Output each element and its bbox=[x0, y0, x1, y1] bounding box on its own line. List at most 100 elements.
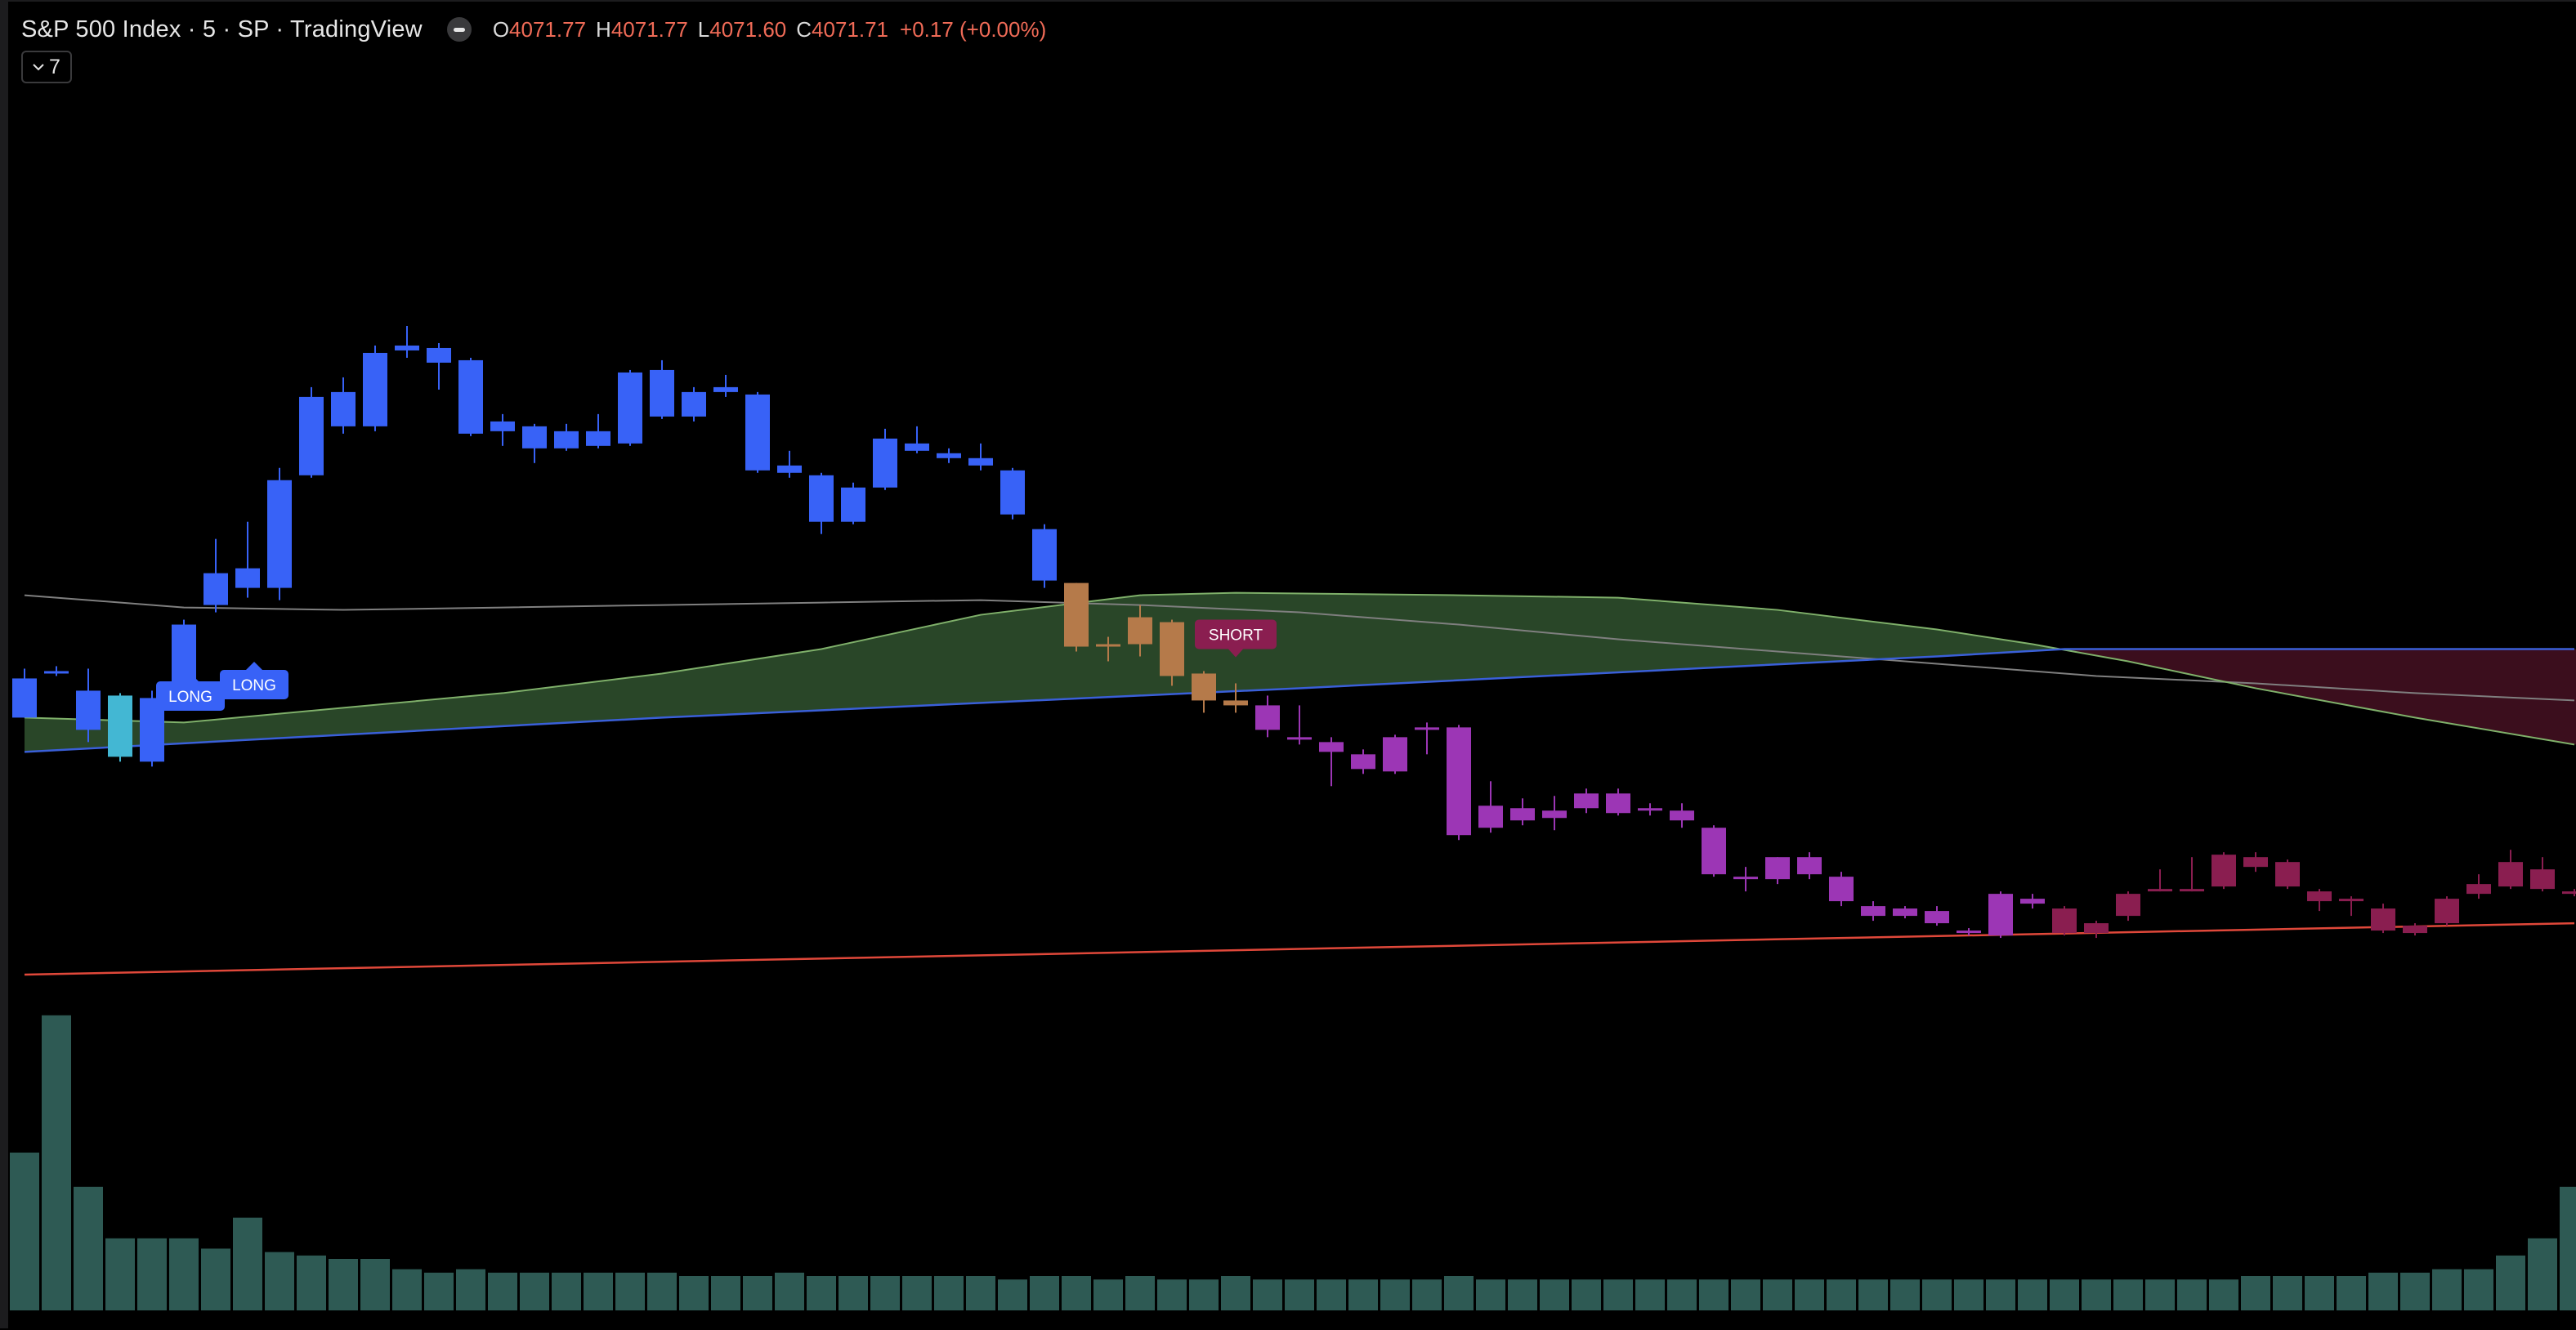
volume-bar bbox=[2177, 1279, 2207, 1310]
candle-body bbox=[2498, 862, 2523, 887]
volume-bar bbox=[74, 1186, 103, 1310]
candle-body bbox=[937, 453, 961, 458]
price-chart[interactable]: LONG LONG SHORT bbox=[8, 2, 2576, 1330]
volume-bar bbox=[1763, 1279, 1792, 1310]
volume-bar bbox=[1890, 1279, 1920, 1310]
candle-body bbox=[1000, 470, 1025, 515]
volume-bar bbox=[2082, 1279, 2111, 1310]
volume-bar bbox=[1157, 1279, 1187, 1310]
candle bbox=[1988, 891, 2013, 939]
volume-bar bbox=[2113, 1279, 2143, 1310]
volume-bar bbox=[2209, 1279, 2238, 1310]
candle-body bbox=[2403, 926, 2427, 934]
volume-bar bbox=[2018, 1279, 2047, 1310]
volume-bar bbox=[1954, 1279, 1983, 1310]
volume-bar bbox=[807, 1276, 836, 1310]
candle-body bbox=[1319, 742, 1344, 752]
volume-bar bbox=[424, 1272, 454, 1310]
candle-body bbox=[1797, 857, 1822, 875]
candle bbox=[1096, 636, 1120, 662]
candle bbox=[2084, 921, 2109, 939]
candle-body bbox=[2275, 862, 2300, 887]
candle-body bbox=[1765, 857, 1790, 880]
candle bbox=[2498, 850, 2523, 890]
candle bbox=[682, 386, 706, 422]
candle bbox=[1478, 781, 1503, 833]
candle-body bbox=[1988, 894, 2013, 936]
candle bbox=[1351, 749, 1375, 774]
bear-cloud bbox=[2064, 649, 2576, 745]
signal-pointer bbox=[182, 673, 199, 681]
candle bbox=[745, 391, 770, 473]
volume-bar bbox=[711, 1276, 740, 1310]
candle bbox=[1606, 788, 1630, 816]
candle-body bbox=[235, 568, 260, 588]
candle bbox=[1893, 906, 1917, 919]
chevron-down-icon bbox=[33, 64, 44, 71]
candle-body bbox=[458, 359, 483, 434]
volume-bar bbox=[1667, 1279, 1697, 1310]
candle bbox=[2180, 857, 2204, 892]
chart-header: S&P 500 Index · 5 · SP · TradingView O40… bbox=[21, 11, 1046, 47]
candle-body bbox=[1192, 673, 1216, 701]
signal-label-box bbox=[1195, 619, 1277, 649]
volume-bar bbox=[998, 1279, 1027, 1310]
candle bbox=[1064, 582, 1089, 652]
candle-body bbox=[203, 573, 228, 605]
candle-body bbox=[1702, 828, 1726, 875]
candle-body bbox=[522, 426, 547, 449]
candle bbox=[2052, 906, 2077, 936]
volume-bar bbox=[265, 1252, 294, 1310]
candle bbox=[1765, 857, 1790, 885]
signal-label-box bbox=[220, 670, 288, 699]
candle-body bbox=[873, 438, 897, 488]
candle-body bbox=[363, 352, 387, 426]
volume-bar bbox=[1827, 1279, 1856, 1310]
candle bbox=[1128, 605, 1152, 657]
volume-bar bbox=[297, 1255, 326, 1310]
volume-bar bbox=[2496, 1255, 2525, 1310]
volume-bar bbox=[2432, 1269, 2462, 1310]
candle bbox=[968, 443, 993, 471]
volume-bar bbox=[201, 1248, 230, 1310]
volume-bar bbox=[2273, 1276, 2302, 1310]
volume-bar bbox=[1030, 1276, 1059, 1310]
indicators-toggle-button[interactable]: 7 bbox=[21, 51, 72, 83]
candle bbox=[905, 426, 929, 453]
candle-body bbox=[1255, 705, 1280, 730]
candle-body bbox=[554, 431, 579, 449]
candle bbox=[1255, 695, 1280, 738]
candle-body bbox=[2243, 857, 2268, 868]
candle-body bbox=[108, 695, 132, 757]
candle bbox=[1510, 798, 1535, 826]
candle bbox=[937, 448, 961, 463]
ema-fast-line bbox=[24, 591, 2575, 746]
candle-body bbox=[2530, 869, 2555, 890]
volume-bar bbox=[169, 1238, 199, 1310]
volume-bar bbox=[456, 1269, 485, 1310]
candle bbox=[395, 326, 419, 358]
candle bbox=[618, 369, 642, 446]
candle bbox=[2116, 891, 2140, 922]
volume-bar bbox=[360, 1259, 390, 1310]
candle-body bbox=[1510, 808, 1535, 821]
candle-body bbox=[2466, 884, 2491, 895]
candle bbox=[1829, 872, 1854, 907]
candle bbox=[1319, 737, 1344, 787]
candle bbox=[1223, 683, 1248, 713]
candle bbox=[2243, 852, 2268, 873]
volume-bar bbox=[743, 1276, 772, 1310]
collapse-icon[interactable] bbox=[446, 17, 472, 42]
candle bbox=[1925, 906, 1949, 926]
candle-body bbox=[2148, 889, 2172, 892]
candle-body bbox=[76, 690, 101, 730]
volume-bar bbox=[966, 1276, 995, 1310]
volume-bar bbox=[1635, 1279, 1665, 1310]
candle-body bbox=[2371, 908, 2395, 931]
volume-bar bbox=[1412, 1279, 1442, 1310]
volume-bar bbox=[1508, 1279, 1537, 1310]
candle bbox=[1032, 524, 1057, 588]
candle-body bbox=[2435, 899, 2459, 924]
signal-marker-long: LONG bbox=[220, 662, 288, 699]
volume-bar bbox=[1572, 1279, 1601, 1310]
